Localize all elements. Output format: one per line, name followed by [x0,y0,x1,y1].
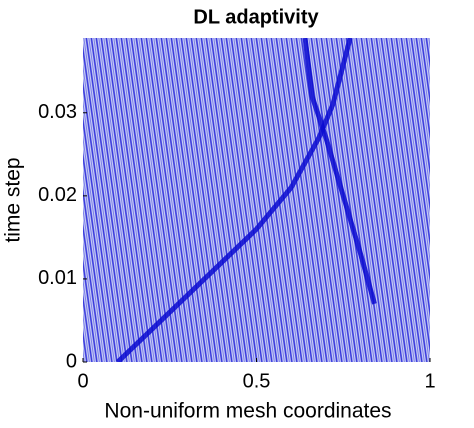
y-tick-label: 0 [66,350,77,372]
x-tick-label: 0.5 [243,370,271,392]
x-axis-label: Non-uniform mesh coordinates [104,400,391,423]
y-tick-label: 0.03 [38,101,77,123]
y-tick-label: 0.01 [38,267,77,289]
x-tick-label: 1 [424,370,435,392]
trajectory-line [115,38,353,362]
x-tick-label: 0 [77,370,88,392]
plot-area [115,38,377,362]
trajectory-line [302,38,377,305]
y-tick-label: 0.02 [38,184,77,206]
mesh-background [83,38,430,362]
y-axis-label: time step [2,157,25,242]
chart-title: DL adaptivity [193,6,319,28]
